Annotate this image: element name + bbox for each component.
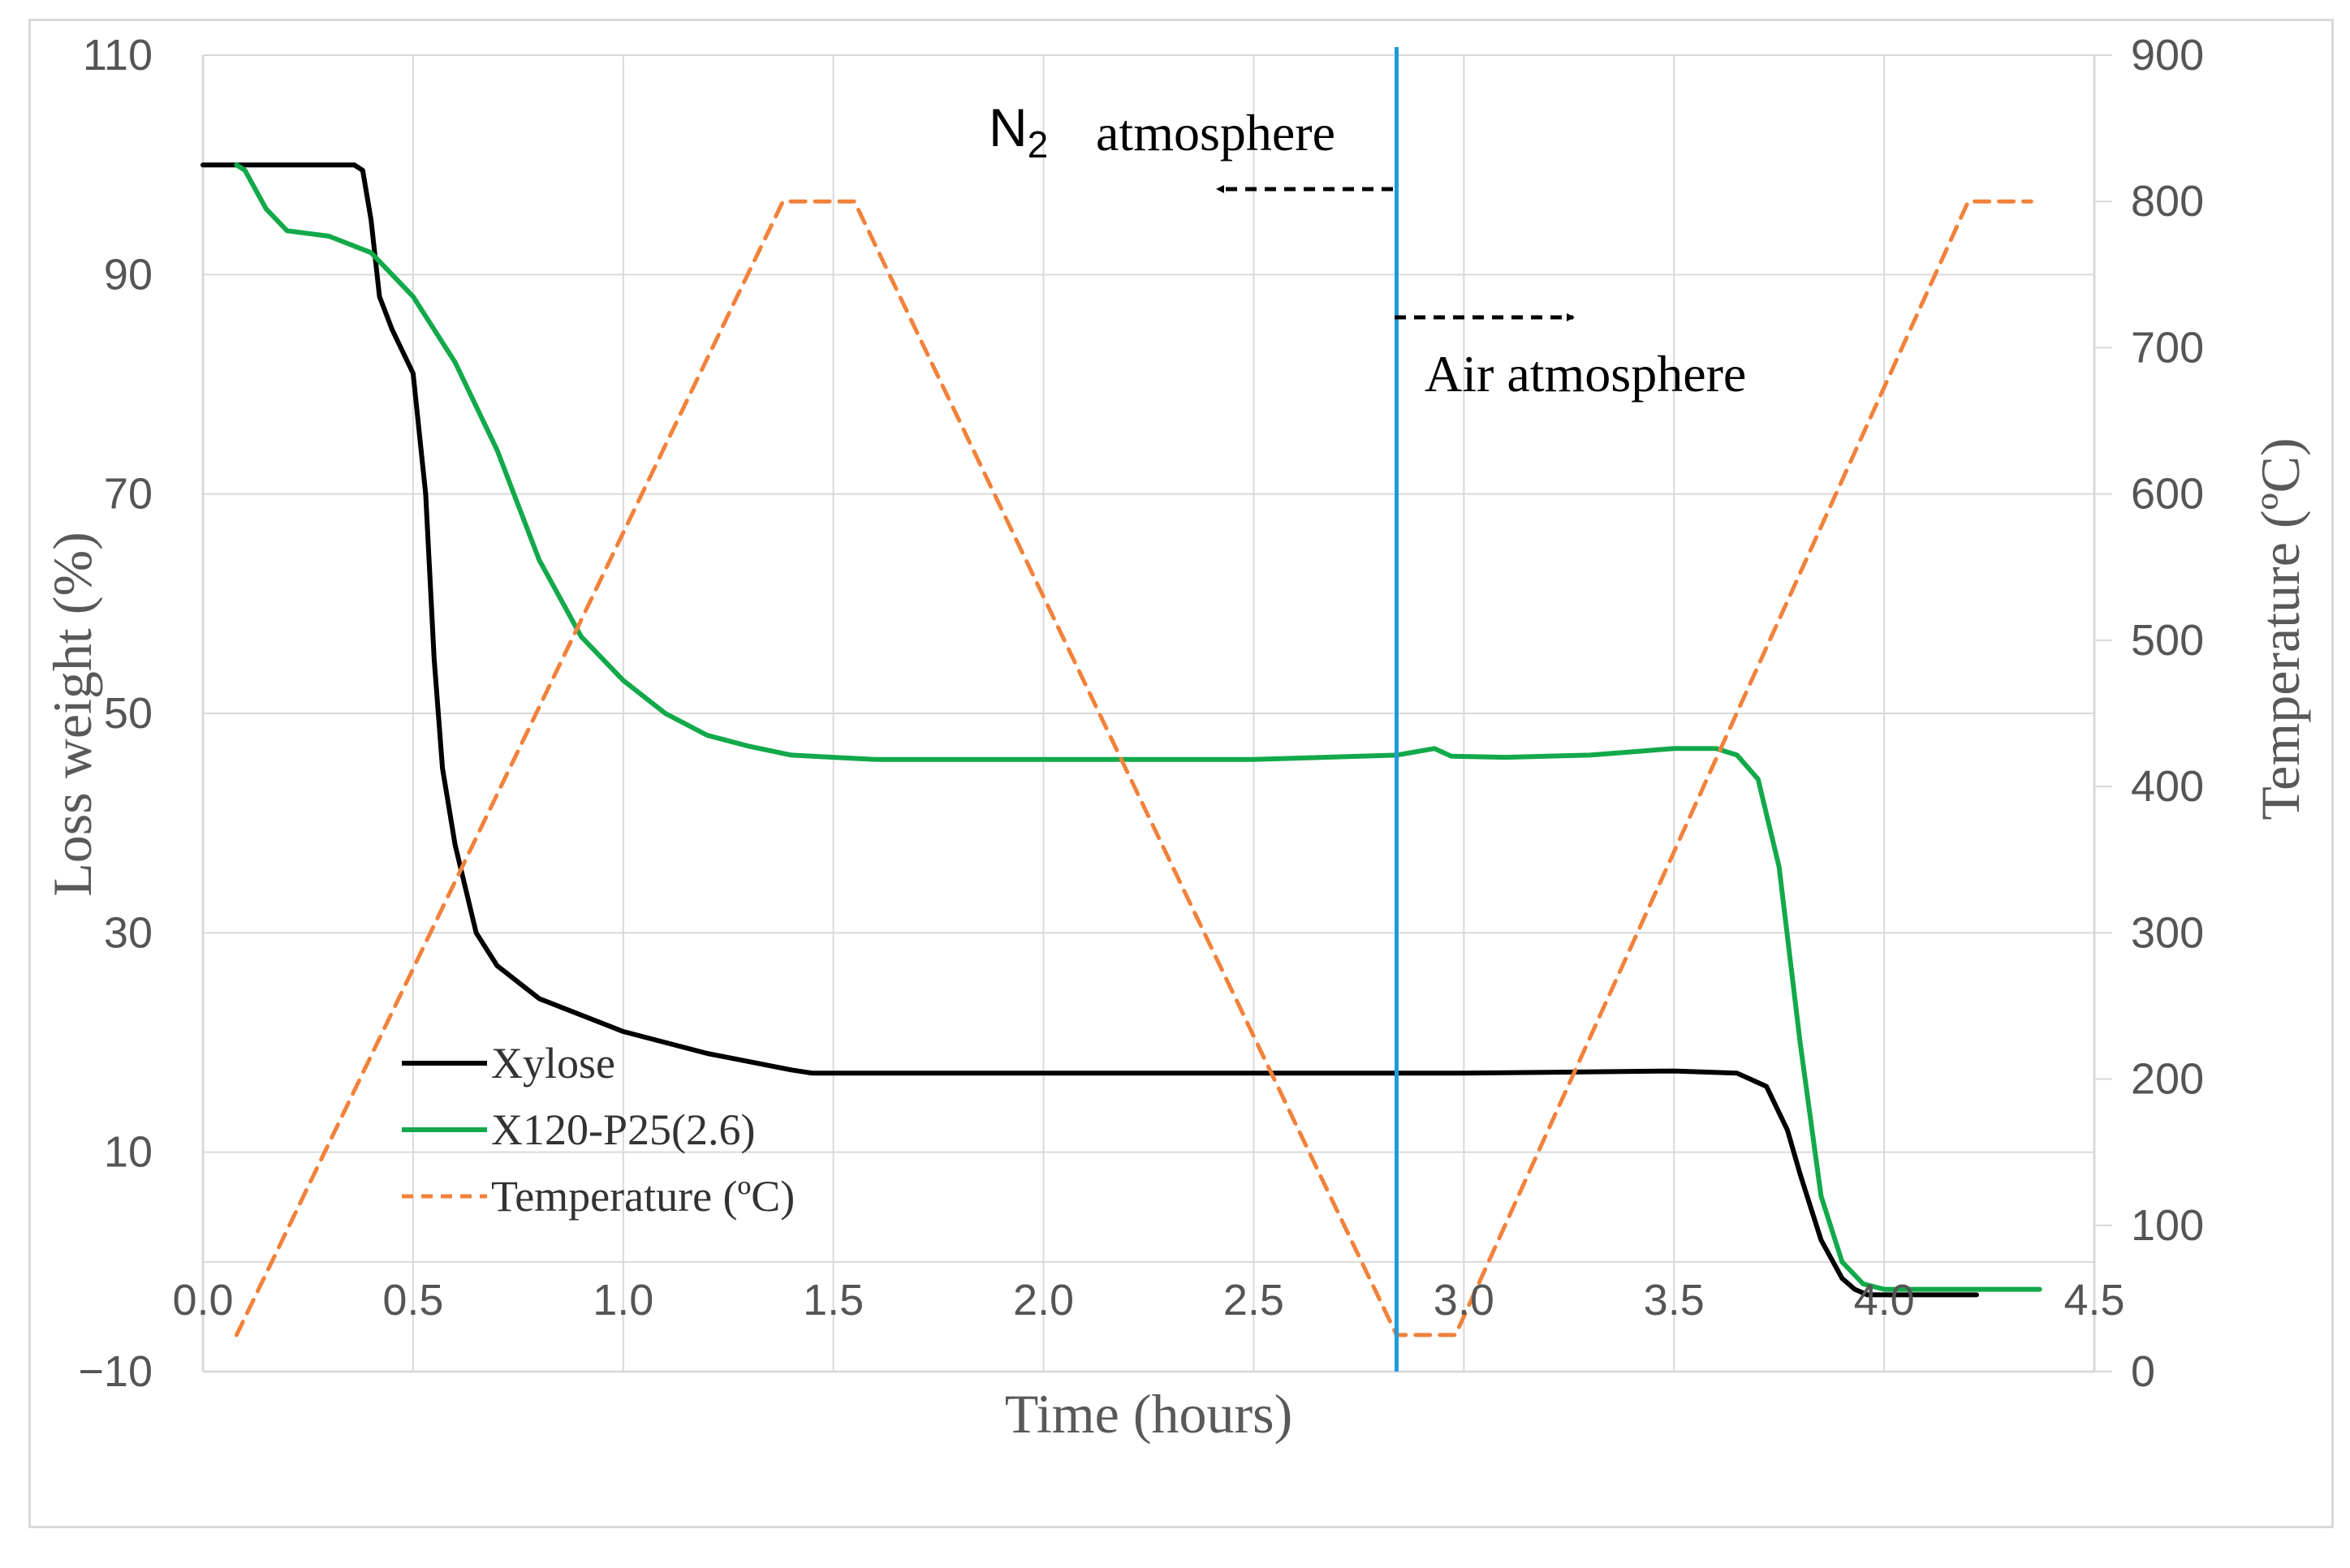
x-axis-title: Time (hours)	[1005, 1383, 1293, 1445]
y-axis-title: Loss weight (%)	[41, 532, 103, 896]
y2-tick-label: 900	[2131, 31, 2204, 80]
y2-tick-label: 400	[2131, 762, 2204, 811]
xylose-series-line	[201, 162, 1979, 1298]
y-tick-label: 30	[104, 908, 153, 957]
y2-tick-label: 500	[2131, 616, 2204, 665]
y2-tick-label: 700	[2131, 323, 2204, 372]
y2-tick-label: 800	[2131, 177, 2204, 226]
air-atmosphere-label: Air atmosphere	[1425, 345, 1746, 403]
y-tick-label: 10	[104, 1128, 153, 1177]
n2-subscript: 2	[1028, 123, 1049, 166]
x-tick-label: 0.0	[172, 1276, 233, 1325]
x-tick-label: 0.5	[382, 1276, 443, 1325]
legend-label-xylose: Xylose	[491, 1039, 615, 1088]
x-tick-label: 1.0	[593, 1276, 653, 1325]
y-tick-label: 90	[104, 250, 153, 299]
n2-main: N	[989, 97, 1028, 157]
x-tick-label: 3.0	[1434, 1276, 1494, 1325]
y-tick-label: 110	[83, 31, 153, 80]
y2-tick-label: 0	[2131, 1347, 2155, 1396]
n2-label: N2	[989, 97, 1048, 166]
y2-tick-label: 100	[2131, 1201, 2204, 1250]
x-tick-label: 2.5	[1223, 1276, 1284, 1325]
y-tick-label: −10	[78, 1347, 153, 1396]
x-tick-label: 2.0	[1013, 1276, 1074, 1325]
y2-tick-label: 600	[2131, 470, 2204, 519]
legend-label-temperature: Temperature (ºC)	[491, 1172, 795, 1221]
legend: Xylose X120-P25(2.6) Temperature (ºC)	[402, 1039, 795, 1221]
series-group	[201, 47, 2042, 1372]
y2-tick-label: 300	[2131, 908, 2204, 957]
legend-label-x120: X120-P25(2.6)	[491, 1105, 755, 1154]
x-tick-label: 3.5	[1644, 1276, 1705, 1325]
gridlines	[201, 54, 2112, 1373]
temperature-series-line	[234, 199, 2033, 1338]
x-tick-label: 4.5	[2063, 1276, 2124, 1325]
y2-tick-label: 200	[2131, 1055, 2204, 1104]
y2-axis-title: Temperature (ºC)	[2249, 437, 2311, 820]
x120-p25-series-line	[234, 162, 2042, 1292]
tick-labels: 1109070503010−10900800700600500400300200…	[78, 31, 2204, 1396]
x-tick-label: 4.0	[1854, 1276, 1915, 1325]
y-tick-label: 50	[104, 689, 153, 738]
n2-atmosphere-label: atmosphere	[1096, 104, 1335, 162]
y-tick-label: 70	[104, 470, 153, 519]
x-tick-label: 1.5	[803, 1276, 864, 1325]
